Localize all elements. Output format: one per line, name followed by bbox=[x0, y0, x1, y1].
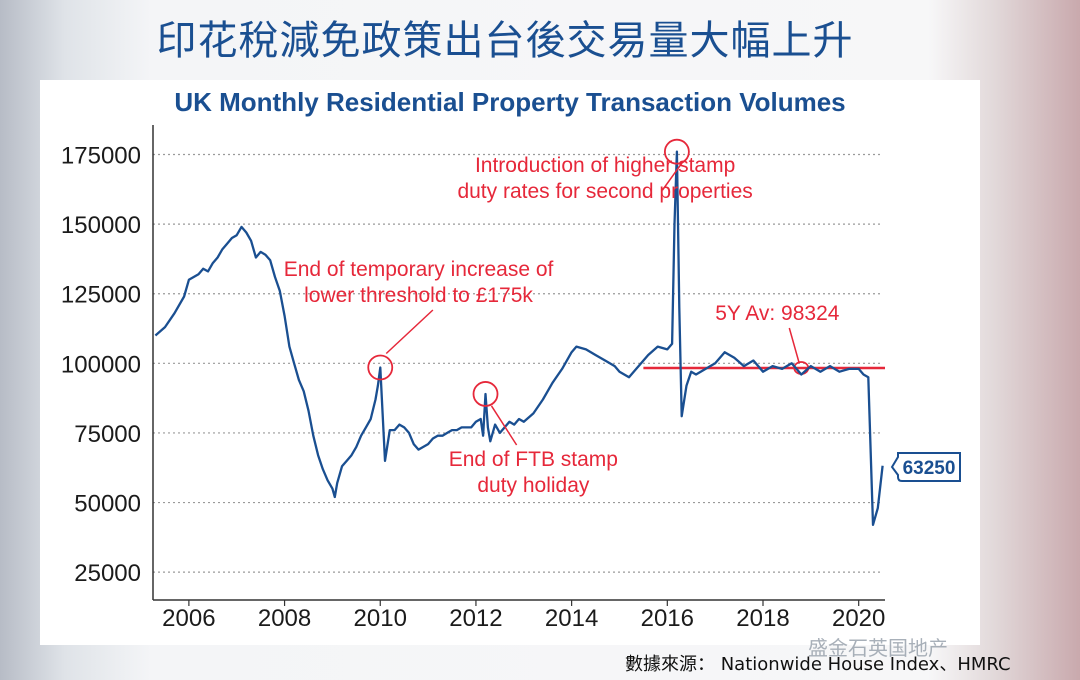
x-tick-label: 2010 bbox=[354, 605, 407, 632]
y-tick-label: 175000 bbox=[61, 142, 141, 169]
annotation-text-ftb: duty holiday bbox=[477, 474, 590, 497]
end-value-callout: 63250 bbox=[890, 452, 961, 482]
chart-card bbox=[40, 80, 980, 645]
y-tick-label: 125000 bbox=[61, 282, 141, 309]
annotation-text-threshold: lower threshold to £175k bbox=[304, 284, 533, 307]
annotation-leader-threshold bbox=[385, 309, 434, 355]
x-tick-label: 2008 bbox=[258, 605, 311, 632]
annotation-text-stamp: Introduction of higher stamp bbox=[475, 154, 735, 177]
source-caption: 數據來源： Nationwide House Index、HMRC bbox=[625, 654, 1011, 675]
average-line-leader bbox=[788, 327, 800, 363]
annotation-text-ftb: End of FTB stamp bbox=[449, 448, 618, 471]
y-tick-label: 50000 bbox=[74, 491, 141, 518]
annotations: End of temporary increase of lower thresh… bbox=[284, 138, 753, 497]
average-line-label: 5Y Av: 98324 bbox=[715, 302, 839, 325]
annotation-circle-threshold bbox=[367, 354, 394, 381]
annotation-text-stamp: duty rates for second properties bbox=[457, 180, 752, 203]
y-tick-label: 150000 bbox=[61, 212, 141, 239]
x-tick-label: 2006 bbox=[162, 605, 215, 632]
x-tick-label: 2018 bbox=[736, 605, 789, 632]
watermark: 盛金石英国地产 bbox=[808, 636, 948, 660]
annotation-leader-stamp bbox=[661, 161, 684, 191]
x-tick-label: 2012 bbox=[449, 605, 502, 632]
chart-title: UK Monthly Residential Property Transact… bbox=[174, 87, 846, 117]
annotation-circle-stamp bbox=[663, 138, 690, 165]
annotation-text-threshold: End of temporary increase of bbox=[284, 258, 554, 281]
end-value-callout-box bbox=[890, 452, 961, 482]
y-tick-label: 100000 bbox=[61, 351, 141, 378]
gridlines bbox=[153, 153, 880, 573]
axes: 175000 150000 125000 100000 75000 50000 25000 2… bbox=[61, 125, 885, 632]
end-value-label: 63250 bbox=[903, 458, 956, 479]
slide-title: 印花稅減免政策出台後交易量大幅上升 bbox=[156, 18, 854, 64]
annotation-circle-ftb bbox=[472, 381, 499, 407]
series-line-transactions bbox=[154, 150, 884, 526]
x-tick-label: 2020 bbox=[832, 605, 885, 632]
y-tick-label: 75000 bbox=[74, 421, 141, 448]
x-tick-label: 2016 bbox=[641, 605, 694, 632]
y-tick-label: 25000 bbox=[74, 560, 141, 587]
x-tick-label: 2014 bbox=[545, 605, 598, 632]
annotation-leader-ftb bbox=[490, 405, 518, 446]
series-group bbox=[154, 150, 884, 526]
